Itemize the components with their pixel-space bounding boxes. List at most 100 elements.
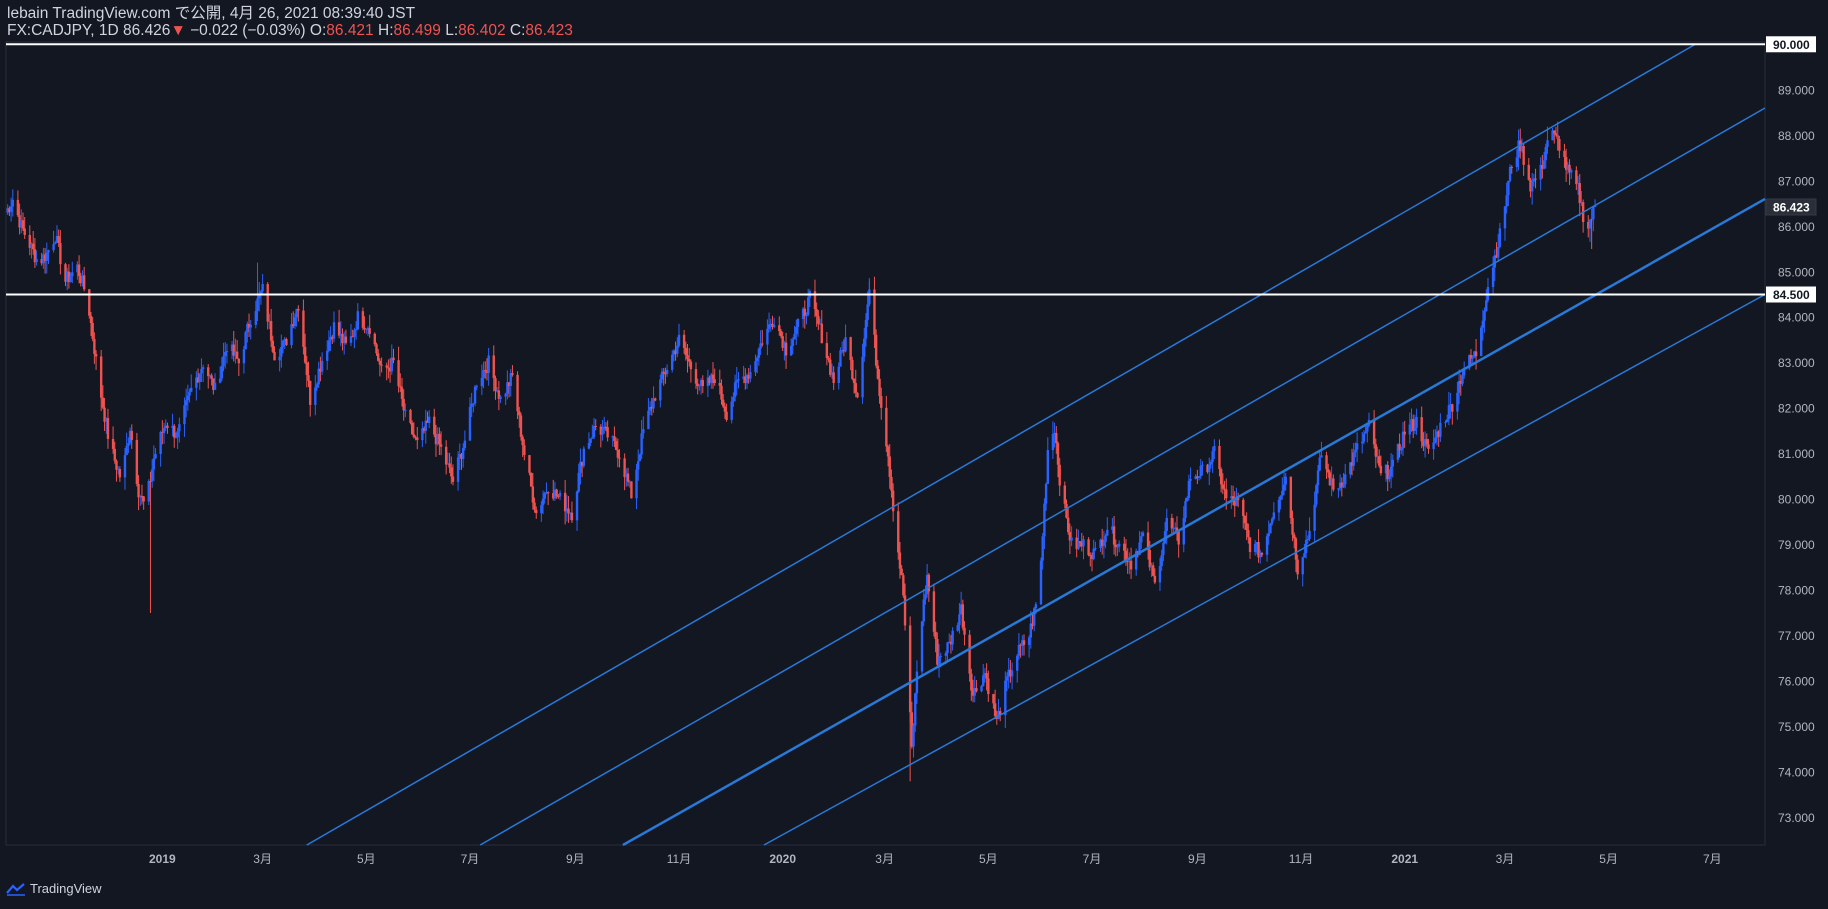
price-axis-label: 84.500 [1773,288,1810,302]
candle-body [1199,465,1202,477]
candle-body [439,444,443,447]
channel-trend-line[interactable] [622,197,1766,847]
candle-body [1029,623,1033,638]
candle-body [654,398,657,401]
candle-body [82,275,86,290]
candle-body [665,369,669,374]
footer[interactable]: TradingView [6,881,102,896]
plot-border [5,41,1766,846]
candle-body [292,324,295,327]
candle-body [1022,640,1026,645]
price-tick-label: 88.000 [1778,129,1815,143]
candle-body [936,638,939,665]
symbol-label[interactable]: FX:CADJPY, 1D [7,22,119,39]
time-axis[interactable]: 2019 3月 5月 7月 9月 11月 2020 3月 5月 7月 9月 11月 2021 3月 5月 7月 [149,852,1722,866]
candle-body [839,350,842,367]
price-tick-label: 85.000 [1778,265,1815,279]
channel-lines[interactable] [306,43,1766,847]
candle-body [213,382,217,390]
candle-body [320,360,324,372]
candle-body [516,374,519,412]
candle-body [504,393,507,397]
candle-body [1445,419,1449,423]
candle-body [1044,483,1048,504]
candle-body [791,339,795,346]
candle-body [1362,433,1366,442]
candle-body [135,439,139,484]
price-axis-label-box[interactable] [1766,286,1816,303]
candle-body [1530,181,1534,192]
price-axis-label-box[interactable] [1766,36,1816,53]
candle-body [570,512,574,521]
candle-body [997,711,1000,719]
candle-body [1175,527,1179,532]
candle-body [518,411,521,416]
candle-body [1539,164,1542,180]
candle-body [1219,469,1223,485]
candle-body [961,604,965,628]
candle-body [1194,476,1197,480]
candle-body [1007,669,1010,677]
channel-trend-line[interactable] [306,43,1696,846]
candle-body [376,353,380,361]
candle-body [856,392,859,398]
candle-body [184,400,188,406]
candle-body [1427,444,1430,449]
candle-body [161,432,164,434]
candle-body [1230,496,1233,499]
open-label: O: [309,22,327,39]
candle-body [579,461,582,473]
candle-body [1141,532,1145,537]
candle-body [689,361,693,370]
candle-body [1566,164,1570,170]
candle-body [983,673,987,676]
candle-body [1051,434,1055,451]
price-axis-label-box[interactable] [1765,198,1817,216]
candle-body [1082,539,1085,547]
candle-body [106,418,110,439]
candle-body [1469,355,1473,359]
candle-body [793,333,796,340]
candle-body [711,374,715,380]
footer-brand[interactable]: TradingView [30,881,102,896]
candle-body [410,422,414,435]
horizontal-levels[interactable] [6,43,1765,296]
candle-body [878,378,881,396]
candle-body [873,289,876,335]
channel-trend-line[interactable] [479,107,1766,846]
candle-body [1235,498,1238,506]
ohlc-legend[interactable]: FX:CADJPY, 1D 86.426▼ −0.022 (−0.03%) O:… [7,22,573,39]
candle-body [30,243,33,248]
candle-body [891,490,895,512]
candle-body [1364,431,1367,434]
candle-body [1211,451,1214,462]
candle-body [1471,357,1474,359]
price-axis[interactable]: 73.000 74.000 75.000 76.000 77.000 78.000 79.0… [1765,36,1817,825]
candle-body [237,358,241,364]
candle-body [438,433,441,445]
candle-body [123,455,127,478]
candle-body [1592,206,1595,220]
candle-body [246,323,249,333]
candle-body [1075,537,1078,549]
candle-body [1170,517,1174,529]
candle-body [1225,489,1228,499]
candle-body [1279,495,1282,500]
candle-body [1315,485,1318,505]
candle-body [361,311,365,328]
candle-body [1420,417,1423,442]
candle-body [1146,532,1150,550]
candle-body [319,368,322,372]
candle-body [876,365,880,379]
channel-trend-line[interactable] [763,293,1766,846]
candle-body [533,502,536,510]
candle-body [137,483,140,498]
candle-body [1313,504,1316,531]
candle-body [723,406,727,412]
candle-body [781,336,784,348]
price-tick-label: 82.000 [1778,402,1815,416]
candle-body [1459,380,1462,384]
price-tick-label: 73.000 [1778,811,1815,825]
candle-body [343,336,346,344]
